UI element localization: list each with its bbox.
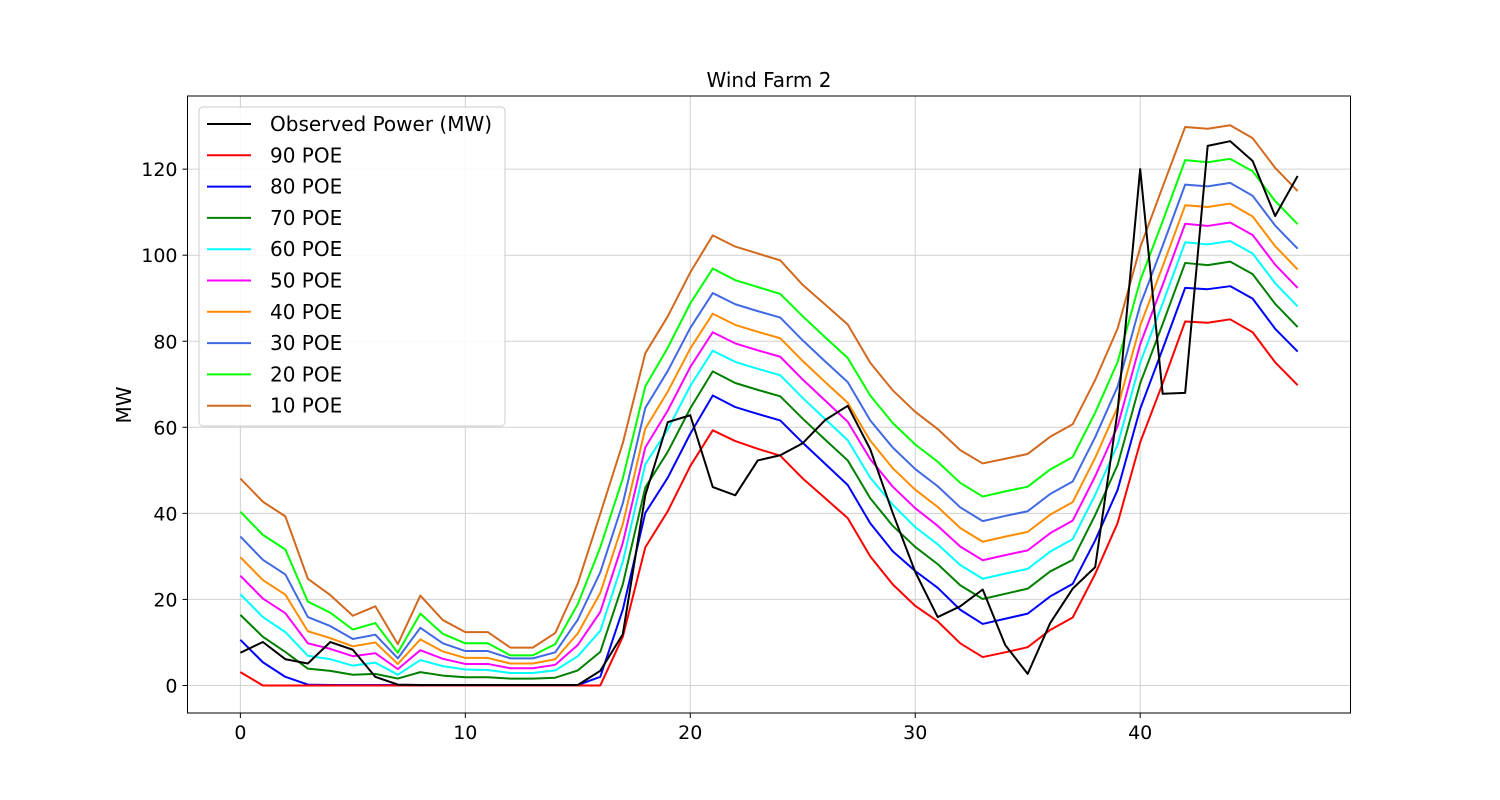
legend-label: 80 POE bbox=[270, 175, 342, 199]
legend-label: 30 POE bbox=[270, 331, 342, 355]
x-tick-label: 10 bbox=[453, 722, 477, 744]
y-tick-label: 120 bbox=[141, 159, 177, 181]
plot-series bbox=[239, 124, 1299, 687]
chart-title: Wind Farm 2 bbox=[707, 68, 832, 92]
legend-label: 90 POE bbox=[270, 143, 342, 167]
legend-label: 10 POE bbox=[270, 394, 342, 418]
y-tick-label: 0 bbox=[165, 675, 177, 697]
series-line bbox=[239, 260, 1299, 680]
y-tick-label: 40 bbox=[153, 503, 177, 525]
legend-label: 40 POE bbox=[270, 300, 342, 324]
legend: Observed Power (MW) 90 POE 80 POE 70 POE 60 … bbox=[198, 106, 506, 427]
y-tick-label: 80 bbox=[153, 331, 177, 353]
legend-label: 20 POE bbox=[270, 362, 342, 386]
series-line bbox=[239, 157, 1299, 657]
series-line bbox=[239, 140, 1299, 687]
y-tick-label: 100 bbox=[141, 245, 177, 267]
legend-box bbox=[198, 106, 506, 427]
legend-label: 70 POE bbox=[270, 206, 342, 230]
legend-label: 60 POE bbox=[270, 237, 342, 261]
series-line bbox=[239, 124, 1299, 649]
x-tick-label: 0 bbox=[234, 722, 246, 744]
x-tick-label: 20 bbox=[678, 722, 702, 744]
y-axis-label: MW bbox=[112, 386, 136, 423]
y-tick-label: 20 bbox=[153, 589, 177, 611]
series-line bbox=[239, 221, 1299, 671]
x-tick-label: 40 bbox=[1128, 722, 1152, 744]
legend-label: Observed Power (MW) bbox=[270, 112, 492, 136]
legend-label: 50 POE bbox=[270, 269, 342, 293]
y-tick-label: 60 bbox=[153, 417, 177, 439]
plot-frame bbox=[187, 95, 1351, 714]
series-line bbox=[239, 240, 1299, 676]
x-tick-label: 30 bbox=[903, 722, 927, 744]
series-line bbox=[239, 202, 1299, 665]
axis-ticks: 0 10 20 30 40 0 20 40 60 80 100 120 bbox=[141, 159, 1152, 744]
